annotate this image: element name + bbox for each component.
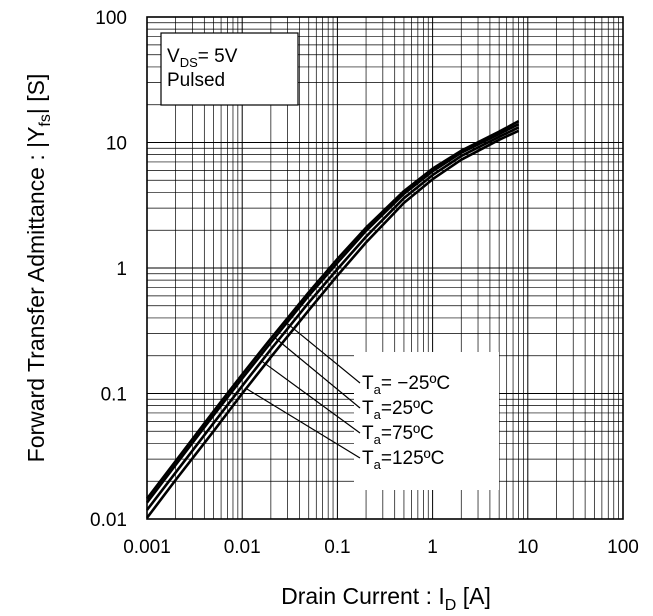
series-line-2: [145, 123, 520, 504]
legend-box: [354, 352, 499, 490]
x-tick-label: 0.1: [324, 537, 350, 558]
legend-entry: Ta=75ºC: [362, 423, 434, 447]
y-tick-label: 100: [95, 8, 127, 29]
x-tick-label: 0.01: [224, 537, 261, 558]
condition-pulsed: Pulsed: [167, 70, 225, 91]
y-tick-label: 10: [106, 134, 127, 155]
series-line-4: [145, 129, 520, 519]
y-tick-label: 0.1: [101, 385, 127, 406]
y-tick-labels: 0.01 0.1 1 10 100: [90, 8, 127, 531]
legend-entry: Ta=25ºC: [362, 398, 434, 422]
x-axis-title: Drain Current : ID [A]: [281, 583, 491, 614]
series-line-1: [145, 119, 520, 500]
condition-vds: VDS= 5V: [167, 46, 238, 70]
leader-lines: [245, 320, 361, 459]
x-tick-label: 10: [517, 537, 538, 558]
series-layer: [145, 119, 520, 519]
y-tick-label: 1: [116, 259, 127, 280]
x-tick-labels: 0.001 0.01 0.1 1 10 100: [123, 537, 639, 558]
series-line-3: [145, 126, 520, 511]
x-tick-label: 1: [427, 537, 438, 558]
x-tick-label: 100: [607, 537, 639, 558]
conditions-box: [160, 32, 299, 106]
y-axis-title: Forward Transfer Admittance : |Yfs| [S]: [23, 74, 54, 463]
x-tick-label: 0.001: [123, 537, 171, 558]
legend-leader-line: [261, 360, 361, 434]
legend-entry: Ta=125ºC: [362, 448, 444, 472]
y-tick-label: 0.01: [90, 510, 127, 531]
legend-leader-line: [274, 337, 361, 409]
plot-frame: [146, 16, 624, 520]
legend-leader-line: [284, 320, 361, 384]
legend-entry: Ta= −25ºC: [362, 373, 450, 397]
legend-leader-line: [245, 387, 361, 459]
